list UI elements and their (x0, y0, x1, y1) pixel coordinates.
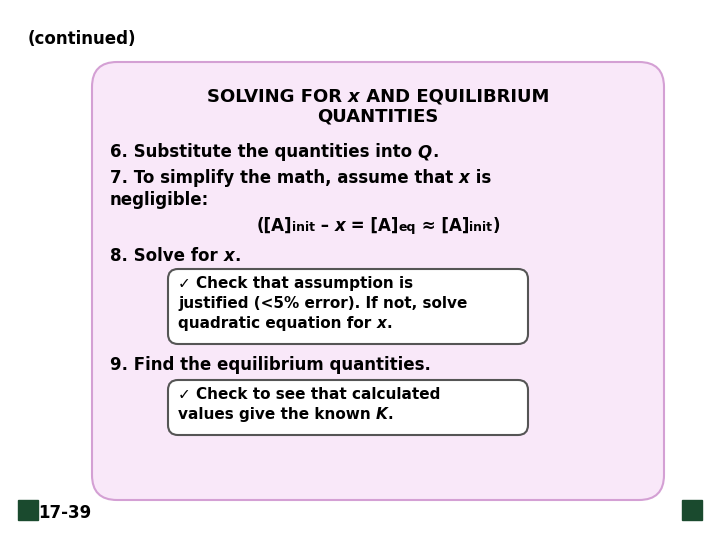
FancyBboxPatch shape (168, 380, 528, 435)
Text: justified (<5% error). If not, solve: justified (<5% error). If not, solve (178, 296, 467, 311)
Text: .: . (432, 143, 438, 161)
Text: 7. To simplify the math, assume that: 7. To simplify the math, assume that (110, 169, 459, 187)
Text: = [A]: = [A] (345, 217, 399, 235)
Text: SOLVING FOR: SOLVING FOR (207, 88, 348, 106)
Text: ✓ Check that assumption is: ✓ Check that assumption is (178, 276, 413, 291)
Text: ([A]: ([A] (256, 217, 292, 235)
Text: init: init (292, 221, 315, 234)
Bar (682, 500, 702, 520)
Text: .: . (234, 247, 240, 265)
Text: 17-39: 17-39 (38, 504, 91, 522)
Text: ≈ [A]: ≈ [A] (416, 217, 469, 235)
Text: .: . (388, 407, 394, 422)
Text: quadratic equation for: quadratic equation for (178, 316, 377, 331)
Text: 8. Solve for: 8. Solve for (110, 247, 223, 265)
Text: (continued): (continued) (28, 30, 137, 48)
Text: x: x (348, 88, 360, 106)
Text: ): ) (492, 217, 500, 235)
Text: –: – (315, 217, 334, 235)
Text: x: x (334, 217, 345, 235)
Text: ✓ Check to see that calculated: ✓ Check to see that calculated (178, 387, 441, 402)
Text: 9. Find the equilibrium quantities.: 9. Find the equilibrium quantities. (110, 356, 431, 374)
Text: K: K (376, 407, 388, 422)
Text: x: x (223, 247, 234, 265)
Text: QUANTITIES: QUANTITIES (318, 108, 438, 126)
Text: values give the known: values give the known (178, 407, 376, 422)
Text: 6. Substitute the quantities into: 6. Substitute the quantities into (110, 143, 418, 161)
Text: AND EQUILIBRIUM: AND EQUILIBRIUM (360, 88, 549, 106)
Text: Q: Q (418, 143, 432, 161)
FancyBboxPatch shape (168, 269, 528, 344)
Text: negligible:: negligible: (110, 191, 210, 209)
Text: init: init (469, 221, 492, 234)
Text: x: x (377, 316, 387, 331)
Text: .: . (387, 316, 392, 331)
FancyBboxPatch shape (92, 62, 664, 500)
Bar (18, 500, 38, 520)
Text: x: x (459, 169, 469, 187)
Text: is: is (469, 169, 491, 187)
Text: eq: eq (399, 221, 416, 234)
